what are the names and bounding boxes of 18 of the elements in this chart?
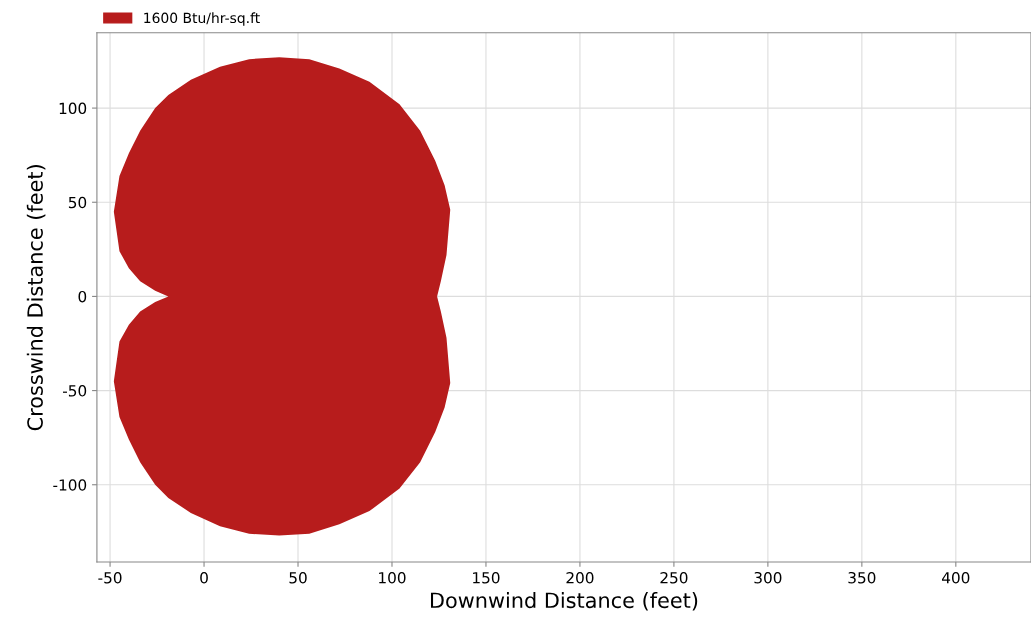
y-tick-label: 0: [78, 290, 87, 303]
x-tick-label: 300: [754, 571, 782, 584]
x-tick-label: 150: [473, 571, 500, 584]
x-tick-label: 200: [566, 571, 594, 584]
y-axis-title: Crosswind Distance (feet): [26, 165, 46, 431]
y-tick-label: 50: [68, 196, 87, 209]
x-tick-label: 50: [289, 571, 307, 584]
x-tick-label: 400: [941, 571, 970, 584]
x-tick-label: 250: [660, 571, 688, 584]
x-tick-label: 350: [848, 571, 876, 584]
x-axis-title: Downwind Distance (feet): [430, 592, 698, 611]
x-tick-label: 100: [379, 571, 406, 584]
y-tick-label: 100: [59, 102, 87, 115]
x-tick-label: -50: [98, 571, 122, 584]
y-tick-label: -100: [53, 479, 87, 491]
y-tick-label: -50: [62, 385, 87, 397]
x-tick-label: 0: [200, 571, 208, 584]
legend-label: 1600 Btu/hr-sq.ft: [144, 12, 260, 26]
